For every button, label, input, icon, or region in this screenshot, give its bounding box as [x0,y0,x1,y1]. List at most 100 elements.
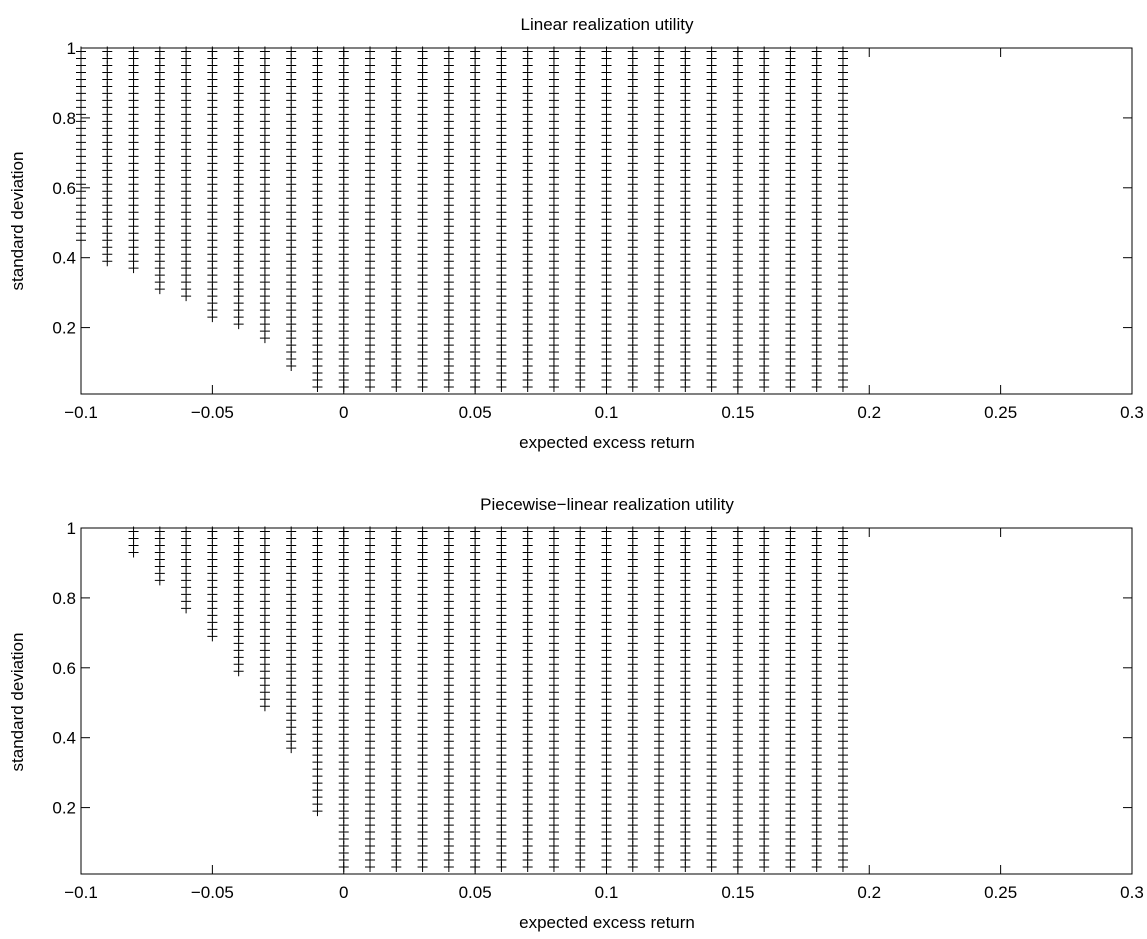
marker-column [391,526,402,873]
marker-column [601,526,612,873]
x-tick-label: 0.25 [984,883,1017,902]
scatter-marks [76,46,848,393]
marker-column [548,46,559,393]
y-tick-label: 0.6 [52,659,76,678]
marker-column [443,526,454,873]
y-axis-label: standard deviation [8,633,27,772]
marker-column [312,46,323,393]
chart-title: Linear realization utility [521,15,694,34]
marker-column [181,526,192,614]
marker-column [654,46,665,393]
plot-area-frame [80,527,1133,875]
marker-column [338,526,349,873]
marker-column [286,526,297,754]
marker-column [575,46,586,393]
y-tick-label: 1 [67,519,76,538]
marker-column [627,526,638,873]
marker-column [837,526,848,873]
marker-column [627,46,638,393]
marker-column [680,526,691,873]
chart-panel-linear: Linear realization utility expected exce… [8,15,1144,452]
marker-column [811,526,822,873]
marker-column [338,46,349,393]
marker-column [154,526,165,586]
x-tick-label: 0.05 [459,883,492,902]
x-tick-label: −0.1 [64,403,98,422]
marker-column [811,46,822,393]
marker-column [654,526,665,873]
marker-column [417,46,428,393]
plot-area-frame [80,47,1133,395]
marker-column [391,46,402,393]
marker-column [785,526,796,873]
marker-column [496,46,507,393]
chart-title: Piecewise−linear realization utility [480,495,734,514]
marker-column [233,46,244,330]
marker-column [181,46,192,302]
marker-column [286,46,297,372]
y-axis-label: standard deviation [8,152,27,291]
tick-labels: −0.1 −0.05 0 0.05 0.1 0.15 0.2 0.25 0.3 0.2 0.4 0.6… [52,39,1143,422]
marker-column [365,46,376,393]
marker-column [575,526,586,873]
marker-column [443,46,454,393]
marker-column [522,526,533,873]
y-tick-label: 0.8 [52,109,76,128]
marker-column [312,526,323,817]
marker-column [128,46,139,274]
marker-column [759,526,770,873]
x-tick-label: −0.05 [191,883,234,902]
marker-column [759,46,770,393]
marker-column [154,46,165,295]
x-tick-label: 0 [339,403,348,422]
y-tick-label: 0.6 [52,179,76,198]
x-tick-label: −0.05 [191,403,234,422]
scatter-marks [128,526,848,873]
x-tick-label: 0.25 [984,403,1017,422]
marker-column [233,526,244,677]
chart-panel-piecewise: Piecewise−linear realization utility exp… [8,495,1144,932]
marker-column [102,46,113,267]
marker-column [706,526,717,873]
marker-column [601,46,612,393]
x-axis-label: expected excess return [519,433,695,452]
marker-column [785,46,796,393]
marker-column [732,526,743,873]
marker-column [207,46,218,323]
y-tick-label: 0.4 [52,729,76,748]
x-tick-label: 0.05 [459,403,492,422]
x-tick-label: 0.3 [1120,403,1144,422]
tick-labels: −0.1 −0.05 0 0.05 0.1 0.15 0.2 0.25 0.3 0.2 0.4 0.6… [52,519,1143,902]
x-tick-label: 0.2 [857,403,881,422]
x-tick-label: 0.15 [721,883,754,902]
y-tick-label: 0.8 [52,589,76,608]
marker-column [837,46,848,393]
x-tick-label: 0 [339,883,348,902]
y-tick-label: 1 [67,39,76,58]
y-tick-label: 0.4 [52,249,76,268]
marker-column [128,526,139,558]
x-tick-label: 0.1 [595,403,619,422]
marker-column [470,526,481,873]
y-tick-label: 0.2 [52,319,76,338]
x-tick-label: 0.3 [1120,883,1144,902]
marker-column [259,46,270,344]
marker-column [496,526,507,873]
marker-column [732,46,743,393]
x-axis-label: expected excess return [519,913,695,932]
x-tick-label: −0.1 [64,883,98,902]
x-tick-label: 0.15 [721,403,754,422]
marker-column [522,46,533,393]
marker-column [365,526,376,873]
marker-column [417,526,428,873]
marker-column [207,526,218,642]
y-tick-label: 0.2 [52,799,76,818]
marker-column [470,46,481,393]
x-tick-label: 0.1 [595,883,619,902]
x-tick-label: 0.2 [857,883,881,902]
marker-column [680,46,691,393]
marker-column [548,526,559,873]
marker-column [259,526,270,712]
